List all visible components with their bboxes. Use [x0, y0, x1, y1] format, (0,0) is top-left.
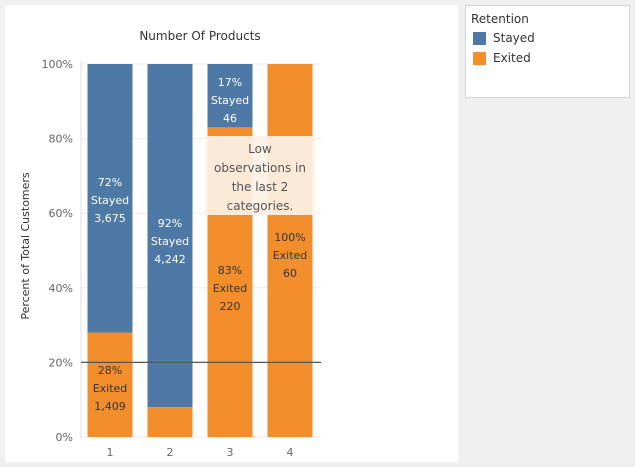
- data-label-exited-3: Exited: [213, 282, 248, 295]
- data-label-exited-3: 220: [220, 300, 241, 313]
- legend-swatch-exited: [473, 52, 486, 65]
- x-tick-label: 4: [287, 446, 294, 459]
- legend: Retention Stayed Exited: [465, 5, 630, 98]
- data-label-stayed-1: 3,675: [94, 212, 126, 225]
- data-label-exited-4: 100%: [274, 231, 305, 244]
- chart-title: Number Of Products: [139, 29, 260, 43]
- bar-stayed-3: [207, 64, 253, 128]
- x-axis-ticks: 1 2 3 4: [107, 446, 294, 459]
- annotation-line: Low: [248, 142, 272, 156]
- data-label-exited-4: 60: [283, 267, 297, 280]
- annotation-box: [205, 136, 315, 215]
- legend-swatch-stayed: [473, 32, 486, 45]
- bar-stayed-2: [147, 64, 193, 408]
- data-label-exited-4: Exited: [273, 249, 308, 262]
- y-tick-label: 100%: [42, 58, 73, 71]
- annotation-line: categories.: [227, 199, 294, 213]
- bar-exited-2: [147, 407, 193, 437]
- x-tick-label: 3: [227, 446, 234, 459]
- y-tick-label: 20%: [49, 356, 73, 369]
- data-label-stayed-1: Stayed: [91, 194, 129, 207]
- annotation-line: the last 2: [232, 180, 289, 194]
- y-tick-label: 40%: [49, 282, 73, 295]
- data-label-stayed-2: 4,242: [154, 253, 186, 266]
- data-label-stayed-3: 17%: [218, 76, 242, 89]
- data-label-stayed-3: Stayed: [211, 94, 249, 107]
- legend-label-exited: Exited: [493, 51, 531, 65]
- data-label-stayed-3: 46: [223, 112, 237, 125]
- annotation: Low observations in the last 2 categories.: [205, 136, 315, 215]
- legend-label-stayed: Stayed: [493, 31, 535, 45]
- chart-panel: Number Of Products Percent of Total Cust…: [5, 5, 458, 462]
- y-axis-label: Percent of Total Customers: [19, 172, 32, 320]
- data-label-stayed-1: 72%: [98, 176, 122, 189]
- x-tick-label: 1: [107, 446, 114, 459]
- data-label-exited-3: 83%: [218, 264, 242, 277]
- y-tick-label: 60%: [49, 207, 73, 220]
- stacked-bar-chart: Number Of Products Percent of Total Cust…: [19, 29, 321, 459]
- legend-title: Retention: [471, 12, 529, 26]
- data-label-exited-1: Exited: [93, 382, 128, 395]
- data-label-exited-1: 1,409: [94, 400, 126, 413]
- y-axis-ticks: 0% 20% 40% 60% 80% 100%: [42, 58, 73, 444]
- y-tick-label: 0%: [56, 431, 73, 444]
- bar-exited-4: [267, 64, 313, 437]
- x-tick-label: 2: [167, 446, 174, 459]
- bar-stayed-1: [87, 64, 133, 333]
- data-label-exited-1: 28%: [98, 364, 122, 377]
- bar-exited-1: [87, 332, 133, 437]
- data-label-stayed-2: 92%: [158, 217, 182, 230]
- y-tick-label: 80%: [49, 133, 73, 146]
- data-label-stayed-2: Stayed: [151, 235, 189, 248]
- data-labels: 72% Stayed 3,675 28% Exited 1,409 92% Stayed 4,2…: [91, 76, 307, 413]
- annotation-line: observations in: [214, 161, 306, 175]
